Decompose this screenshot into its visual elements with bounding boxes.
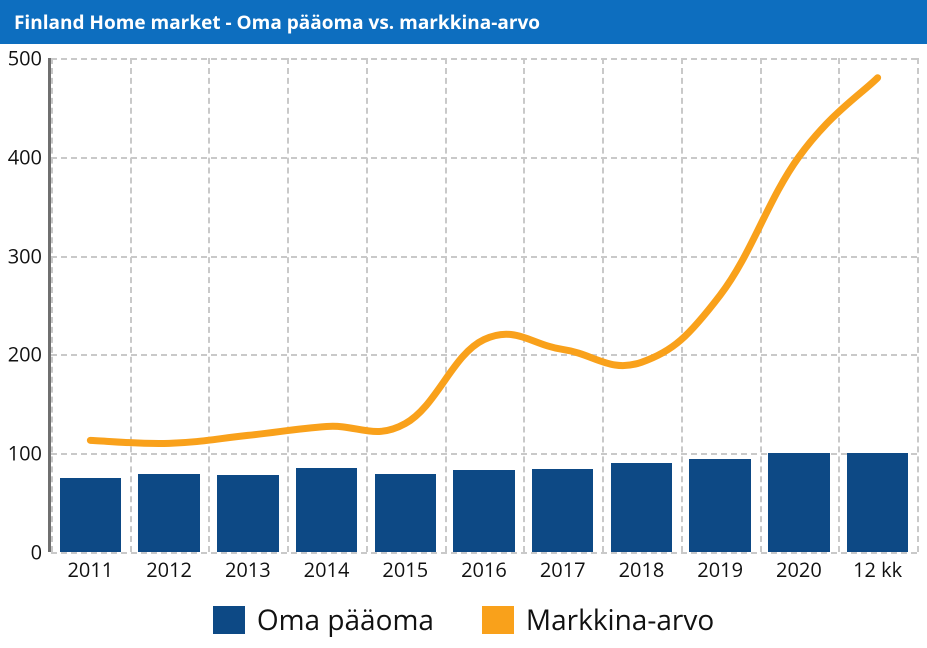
plot-area [51, 58, 917, 552]
plot-outer: 0100200300400500 20112012201320142015201… [0, 44, 927, 588]
legend: Oma pääoma Markkina-arvo [0, 596, 927, 644]
x-axis-labels: 2011 2012 2013 2014 2015 2016 2017 2018 2019 2020… [51, 556, 917, 584]
chart-title: Finland Home market - Oma pääoma vs. mar… [14, 9, 540, 35]
x-tick-label: 12 kk [853, 556, 902, 583]
line-layer [51, 58, 917, 552]
legend-swatch-line [482, 606, 514, 634]
x-tick-label: 2018 [619, 556, 665, 583]
x-tick-label: 2019 [697, 556, 743, 583]
x-tick-label: 2011 [67, 556, 113, 583]
legend-swatch-bars [213, 606, 245, 634]
x-tick-label: 2017 [540, 556, 586, 583]
chart-title-bar: Finland Home market - Oma pääoma vs. mar… [0, 0, 927, 44]
series-line [90, 78, 877, 444]
y-tick-label: 0 [0, 539, 42, 566]
y-tick-label: 100 [0, 440, 42, 467]
x-tick-label: 2015 [382, 556, 428, 583]
y-tick-label: 500 [0, 45, 42, 72]
legend-item-line: Markkina-arvo [482, 601, 714, 639]
x-tick-label: 2016 [461, 556, 507, 583]
legend-item-bars: Oma pääoma [213, 601, 434, 639]
legend-label-bars: Oma pääoma [257, 601, 434, 639]
y-tick-label: 200 [0, 341, 42, 368]
grid-line-h [51, 552, 917, 554]
grid-line-v [917, 58, 919, 552]
y-axis: 0 100 200 300 400 500 [0, 44, 48, 588]
legend-label-line: Markkina-arvo [526, 601, 714, 639]
x-tick-label: 2020 [776, 556, 822, 583]
y-tick-label: 300 [0, 242, 42, 269]
chart-container: Finland Home market - Oma pääoma vs. mar… [0, 0, 927, 648]
y-tick-label: 400 [0, 143, 42, 170]
x-tick-label: 2014 [304, 556, 350, 583]
x-tick-label: 2012 [146, 556, 192, 583]
x-tick-label: 2013 [225, 556, 271, 583]
